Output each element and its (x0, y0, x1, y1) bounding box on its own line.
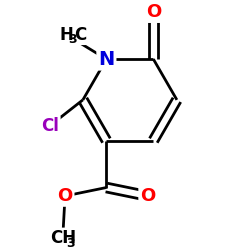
Text: 3: 3 (66, 237, 75, 250)
Text: N: N (98, 50, 114, 69)
Text: H: H (60, 26, 74, 44)
Text: O: O (146, 3, 161, 21)
Text: C: C (74, 26, 86, 44)
Text: Cl: Cl (41, 117, 59, 135)
Text: 3: 3 (68, 33, 77, 46)
Text: O: O (140, 187, 155, 205)
Text: CH: CH (50, 229, 76, 247)
Text: O: O (58, 187, 73, 205)
